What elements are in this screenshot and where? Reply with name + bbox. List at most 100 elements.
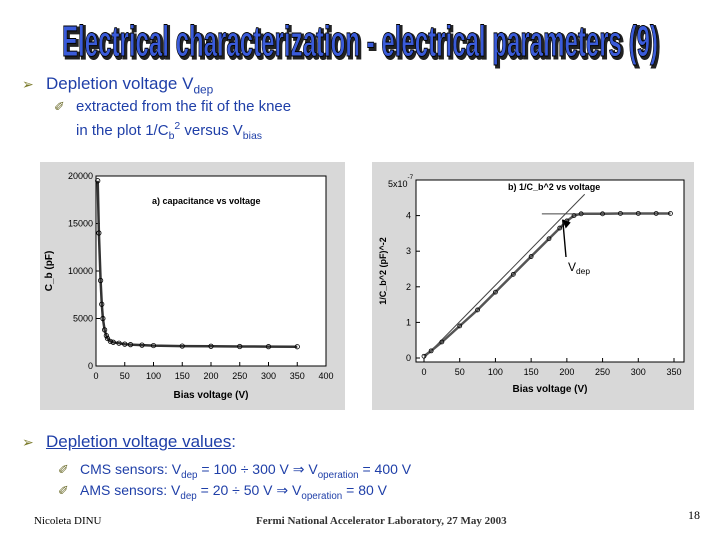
plot-capacitance-svg: 0 50 100 150 200 250 300 350 400 0 5000 10000 15000 2… (44, 171, 334, 401)
y-tick-label: 15000 (68, 219, 93, 229)
x-tick-label: 50 (120, 371, 130, 381)
y-tick-label: 1 (406, 317, 411, 327)
subbullet-knee-fit: ✐ extracted from the fit of the knee in t… (54, 98, 292, 142)
data-point (557, 225, 563, 231)
plot-a-title: a) capacitance vs voltage (152, 196, 261, 206)
y-tick-label: 5000 (73, 314, 93, 324)
ams-sensors-line: ✐ AMS sensors: Vdep = 20 ÷ 50 V ⇒ Voperat… (58, 482, 388, 502)
plot-b-xlabel: Bias voltage (V) (512, 384, 587, 395)
footer-page-number: 18 (688, 508, 700, 522)
data-point (96, 230, 102, 236)
vdep-arrowhead-icon (562, 219, 571, 229)
x-tick-label: 100 (146, 371, 161, 381)
y-tick-label: 20000 (68, 171, 93, 181)
bullet-depletion-voltage: ➢ Depletion voltage Vdep (22, 74, 214, 97)
x-tick-label: 400 (318, 371, 333, 381)
data-point (578, 211, 584, 217)
arrow-bullet-icon: ➢ (22, 77, 34, 93)
plot-inverse-capacitance-svg: 0 50 100 150 200 250 300 350 0 1 2 3 4 5x10-7 b) 1/C_b… (378, 174, 685, 395)
data-point (107, 338, 113, 344)
series-line (423, 212, 671, 358)
data-point (208, 343, 214, 349)
plot-a-xlabel: Bias voltage (V) (173, 390, 248, 401)
plot-capacitance: 0 50 100 150 200 250 300 350 400 0 5000 10000 15000 2… (40, 162, 345, 410)
data-point (668, 211, 673, 216)
data-point (653, 211, 659, 216)
y-tick-label: 10000 (68, 266, 93, 276)
data-point (493, 289, 498, 295)
x-tick-label: 50 (455, 367, 465, 377)
data-point (97, 277, 104, 284)
data-point (127, 342, 134, 348)
data-point (99, 301, 105, 307)
x-tick-label: 350 (290, 371, 305, 381)
x-tick-label: 350 (666, 367, 681, 377)
fit-line-slope (423, 193, 586, 359)
pencil-bullet-icon: ✐ (58, 463, 69, 478)
data-point (122, 341, 128, 347)
y-tick-label: 0 (406, 353, 411, 363)
x-tick-label: 150 (524, 367, 539, 377)
data-point (439, 339, 445, 345)
y-tick-label: 0 (88, 361, 93, 371)
data-point (571, 213, 577, 218)
data-point (103, 333, 109, 339)
y-tick-label: 4 (406, 211, 411, 221)
plot-b-title: b) 1/C_b^2 vs voltage (508, 182, 600, 192)
plot-a-ylabel: C_b (pF) (44, 251, 55, 292)
footer-venue: Fermi National Accelerator Laboratory, 2… (256, 515, 507, 527)
x-tick-label: 0 (93, 371, 98, 381)
plot-b-ylabel: 1/C_b^2 (pF)^-2 (378, 237, 388, 305)
data-point (457, 323, 463, 329)
data-point (600, 211, 605, 217)
data-point (139, 342, 145, 348)
data-point (100, 315, 106, 322)
bullet-depletion-values: ➢ Depletion voltage values: (22, 432, 236, 451)
pencil-bullet-icon: ✐ (58, 484, 69, 499)
x-tick-label: 150 (175, 371, 190, 381)
plot-b-scale-label: 5x10-7 (388, 174, 414, 189)
slide-title: Electrical characterization - electrical… (0, 2, 720, 72)
data-point (510, 271, 516, 277)
x-tick-label: 250 (232, 371, 247, 381)
data-point (265, 344, 272, 350)
data-point (421, 353, 427, 359)
x-tick-label: 0 (421, 367, 426, 377)
data-point (528, 254, 534, 259)
data-point (110, 339, 116, 345)
x-tick-label: 200 (203, 371, 218, 381)
data-point (294, 344, 300, 350)
data-point (116, 340, 122, 346)
plot-a-frame (95, 175, 327, 367)
footer-author: Nicoleta DINU (34, 515, 102, 527)
implies-icon: ⇒ (276, 482, 289, 498)
data-point (95, 178, 101, 184)
slide-title-text: Electrical characterization - electrical… (62, 17, 658, 66)
data-point (428, 348, 434, 354)
x-tick-label: 200 (559, 367, 574, 377)
data-point (618, 211, 623, 216)
plot-b-frame (415, 179, 685, 363)
cms-sensors-line: ✐ CMS sensors: Vdep = 100 ÷ 300 V ⇒ Voper… (58, 461, 412, 481)
x-tick-label: 300 (261, 371, 276, 381)
data-point (102, 327, 108, 333)
data-point (237, 343, 243, 350)
data-point (150, 342, 157, 349)
arrow-bullet-icon: ➢ (22, 435, 34, 451)
data-point (546, 236, 552, 242)
data-point (475, 307, 480, 313)
y-tick-label: 2 (406, 282, 411, 292)
y-tick-label: 3 (406, 246, 411, 256)
implies-icon: ⇒ (292, 461, 305, 477)
vdep-annotation: Vdep (568, 260, 590, 276)
vdep-arrow-line (562, 219, 567, 258)
svg-text:Electrical characterization -: Electrical characterization - electrical… (64, 19, 660, 68)
data-point (104, 335, 111, 342)
pencil-bullet-icon: ✐ (54, 100, 65, 115)
x-tick-label: 300 (631, 367, 646, 377)
data-point (179, 343, 185, 349)
x-tick-label: 250 (595, 367, 610, 377)
plot-inverse-capacitance: 0 50 100 150 200 250 300 350 0 1 2 3 4 5x10-7 b) 1/C_b… (372, 162, 694, 410)
data-point (635, 211, 641, 216)
x-tick-label: 100 (488, 367, 503, 377)
